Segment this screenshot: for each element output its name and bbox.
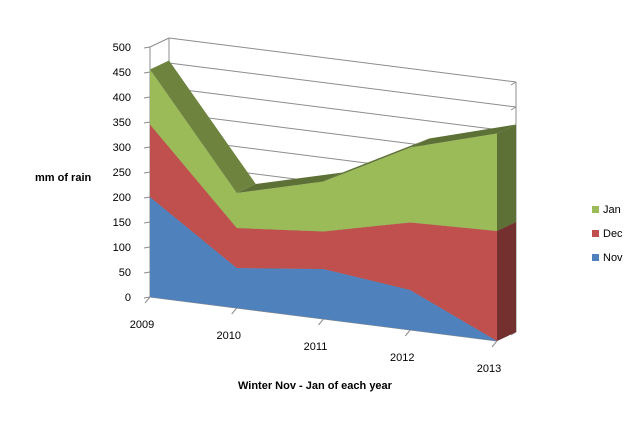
x-tick-mark	[404, 329, 411, 337]
y-tick-label: 250	[113, 167, 131, 179]
right-tick-mark	[510, 106, 517, 111]
area-dec	[150, 124, 497, 341]
ridge-jan-3	[410, 124, 516, 148]
area-jan	[150, 69, 497, 232]
legend-swatch-nov	[592, 254, 599, 261]
y-tick-mark	[143, 71, 151, 74]
legend-label-nov: Nov	[603, 252, 623, 264]
x-tick-label: 2012	[390, 352, 414, 364]
stacked-areas	[150, 60, 516, 341]
y-tick-mark	[143, 171, 151, 174]
y-tick-mark	[143, 46, 151, 49]
y-tick-label: 400	[113, 92, 131, 104]
gridline-back	[168, 62, 517, 108]
gridline-back	[168, 37, 517, 83]
x-tick-mark	[491, 340, 498, 348]
ridge-jan-2	[323, 138, 430, 182]
x-axis-title: Winter Nov - Jan of each year	[238, 380, 393, 392]
legend-label-jan: Jan	[603, 204, 621, 216]
y-axis-title: mm of rain	[35, 172, 92, 184]
y-tick-label: 200	[113, 192, 131, 204]
y-tick-label: 0	[125, 292, 131, 304]
y-tick-mark	[143, 146, 151, 149]
legend: Jan Dec Nov	[592, 204, 623, 264]
right-tick-mark	[510, 331, 517, 336]
y-tick-label: 150	[113, 217, 131, 229]
y-tick-label: 500	[113, 42, 131, 54]
y-tick-label: 50	[119, 267, 131, 279]
x-tick-label: 2013	[477, 363, 501, 375]
y-tick-mark	[143, 221, 151, 224]
x-tick-mark	[144, 296, 151, 304]
side-dec	[497, 222, 516, 341]
x-tick-mark	[318, 318, 324, 326]
legend-swatch-jan	[592, 206, 599, 213]
side-jan	[497, 124, 516, 231]
ridge-jan-1	[236, 172, 343, 193]
right-tick-mark	[510, 81, 517, 86]
gridline-side	[149, 37, 170, 48]
x-tick-label: 2009	[130, 319, 154, 331]
x-tick-label: 2010	[217, 330, 241, 342]
legend-label-dec: Dec	[603, 228, 623, 240]
ridge-jan-0	[150, 60, 256, 193]
y-tick-mark	[143, 296, 151, 299]
y-tick-label: 450	[113, 67, 131, 79]
x-tick-label: 2011	[304, 341, 328, 353]
x-axis-ticks: 2009 2010 2011 2012 2013	[130, 319, 501, 375]
y-tick-label: 350	[113, 117, 131, 129]
y-tick-label: 100	[113, 242, 131, 254]
y-tick-mark	[143, 196, 151, 199]
y-axis-ticks: 0 50 100 150 200 250 300 350 400 450 500	[113, 42, 131, 304]
y-tick-mark	[143, 271, 151, 274]
x-tick-mark	[231, 307, 238, 315]
gridline-back	[168, 87, 517, 133]
y-tick-mark	[143, 121, 151, 124]
legend-swatch-dec	[592, 230, 599, 237]
y-tick-label: 300	[113, 142, 131, 154]
y-tick-mark	[143, 246, 151, 249]
y-tick-mark	[143, 96, 151, 99]
